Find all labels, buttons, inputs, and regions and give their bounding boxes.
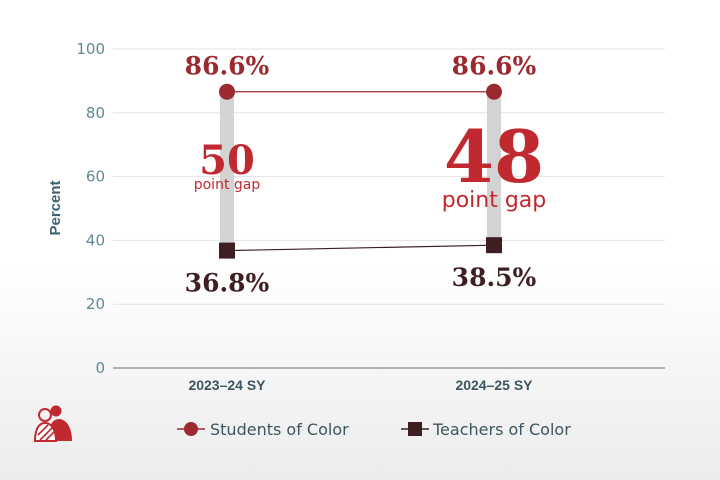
y-tick-label: 20	[86, 295, 105, 313]
x-category-label: 2023–24 SY	[188, 377, 266, 393]
teachers-line	[226, 244, 495, 252]
legend-item-students: Students of Color	[177, 420, 349, 439]
legend-label-students: Students of Color	[210, 420, 349, 439]
teachers-value-label: 38.5%	[452, 263, 537, 292]
students-point	[219, 83, 235, 100]
grid-lines	[113, 48, 665, 369]
teachers-point	[486, 237, 502, 254]
value-labels: 86.6% 36.8% 86.6% 38.5%	[185, 52, 537, 298]
gap-value-label: 48	[444, 114, 544, 199]
x-axis-categories: 2023–24 SY 2024–25 SY	[188, 377, 533, 393]
gap-text-label: point gap	[194, 177, 261, 193]
gap-value-label: 50	[199, 137, 255, 184]
y-tick-label: 40	[86, 231, 105, 249]
students-value-label: 86.6%	[185, 52, 270, 81]
series-markers	[219, 83, 502, 259]
y-tick-label: 0	[95, 359, 105, 377]
legend-circle-marker	[184, 422, 198, 436]
gap-bar	[487, 91, 501, 246]
gap-bars	[220, 91, 501, 251]
x-category-label: 2024–25 SY	[455, 377, 533, 393]
y-tick-label: 60	[86, 168, 105, 186]
y-tick-label: 100	[76, 40, 105, 58]
students-value-label: 86.6%	[452, 52, 537, 81]
legend-square-marker	[408, 422, 422, 436]
gap-bar	[220, 91, 234, 251]
series-lines	[226, 91, 495, 252]
y-axis-label: Percent	[47, 180, 64, 235]
gap-text-label: point gap	[442, 188, 547, 213]
y-tick-label: 80	[86, 104, 105, 122]
students-point	[486, 83, 502, 100]
teachers-point	[219, 242, 235, 259]
legend-label-teachers: Teachers of Color	[432, 420, 571, 439]
legend: Students of Color Teachers of Color	[177, 420, 571, 439]
people-group-icon	[33, 405, 72, 442]
legend-item-teachers: Teachers of Color	[401, 420, 571, 439]
teachers-value-label: 36.8%	[185, 269, 270, 298]
y-axis-ticks: 0 20 40 60 80 100	[76, 40, 105, 377]
